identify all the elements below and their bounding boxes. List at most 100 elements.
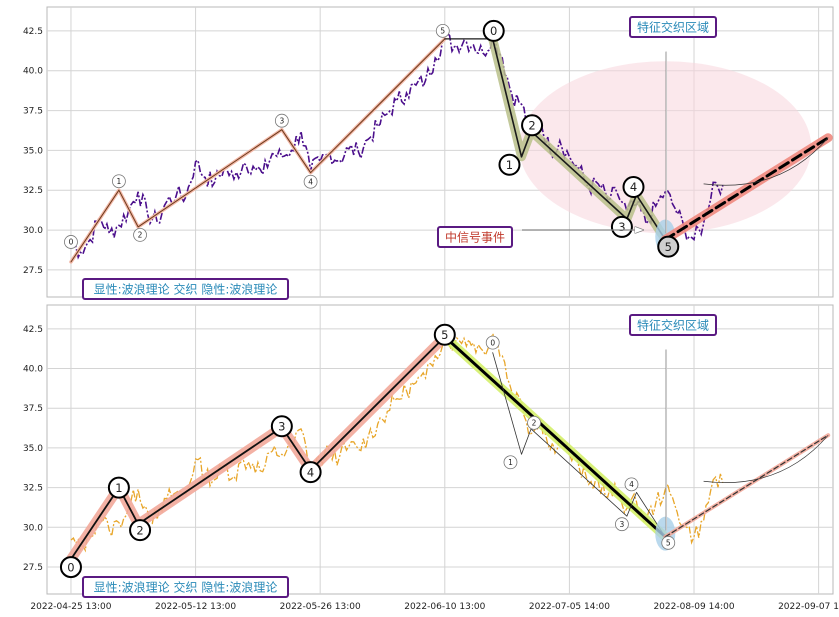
bottom-panel: 27.5 30.0 32.5 35.0 37.5 40.0 42.5 2022-04-25 1… <box>23 304 839 612</box>
wave1-point: 4 <box>303 174 318 189</box>
wave1-point: 3 <box>270 415 293 438</box>
wave-point-label: 3 <box>279 116 284 125</box>
wave-point-label: 1 <box>116 177 121 186</box>
wave-point-label: 4 <box>307 465 314 479</box>
x-tick-label: 2022-08-09 14:00 <box>653 602 734 612</box>
wave-point-circle <box>610 215 633 238</box>
y-tick-label: 42.5 <box>23 27 43 37</box>
y-tick-label: 42.5 <box>23 325 43 335</box>
wave2-point: 1 <box>503 455 518 470</box>
y-tick-label: 37.5 <box>23 107 43 117</box>
legend-label: 显性:波浪理论 交织 隐性:波浪理论 <box>82 576 289 598</box>
top-panel: 27.5 30.0 32.5 35.0 37.5 40.0 42.5 0 1 2 3 4 5 0 1 2 3 4 5… <box>23 6 834 300</box>
wave1-point: 0 <box>64 235 78 249</box>
wave1-point: 5 <box>435 23 450 38</box>
wave2-line <box>491 38 667 241</box>
wave2-point: 0 <box>485 335 500 350</box>
wave2-point: 3 <box>610 215 633 238</box>
x-tick-label: 2022-09-07 13:00 <box>778 602 839 612</box>
y-tick-label: 27.5 <box>23 266 43 276</box>
wave2-line <box>492 352 666 538</box>
wave-point-circle <box>64 235 78 249</box>
wave2-point: 0 <box>482 19 505 42</box>
y-tick-label: 37.5 <box>23 404 43 414</box>
feature-zone-label: 特征交织区域 <box>629 16 717 38</box>
x-tick-label: 2022-04-25 13:00 <box>30 602 111 612</box>
projection-line <box>664 434 829 538</box>
wave-point-circle <box>133 227 147 242</box>
plot-area <box>46 304 834 595</box>
wave-point-circle <box>521 114 544 137</box>
wave-point-circle <box>482 19 505 42</box>
wave-point-circle <box>615 517 629 532</box>
wave-point-label: 2 <box>138 231 143 240</box>
wave-point-label: 5 <box>665 240 672 254</box>
legend-box <box>82 278 289 300</box>
wave1-line <box>70 38 446 263</box>
wave-point-label: 2 <box>528 118 535 132</box>
wave-point-circle <box>129 519 152 542</box>
y-tick-label: 32.5 <box>23 484 43 494</box>
wave-point-label: 2 <box>532 419 537 428</box>
wave-point-label: 4 <box>308 177 313 186</box>
y-tick-label: 35.0 <box>23 444 43 454</box>
y-tick-label: 40.0 <box>23 67 43 77</box>
projection-curve <box>703 137 829 186</box>
wave-point-circle <box>274 113 289 128</box>
wave-point-label: 0 <box>69 238 74 247</box>
price-series-line <box>70 32 724 260</box>
wave1-point: 1 <box>107 476 130 499</box>
wave-point-circle <box>527 415 541 430</box>
wave2-point: 1 <box>498 153 521 176</box>
wave2-point: 4 <box>624 477 639 492</box>
wave1-point: 4 <box>299 461 322 484</box>
x-tick-label: 2022-06-10 13:00 <box>404 602 485 612</box>
wave-connector <box>443 335 667 539</box>
x-tick-label: 2022-05-26 13:00 <box>280 602 361 612</box>
wave-point-label: 0 <box>490 24 497 38</box>
wave1-point: 0 <box>59 556 82 579</box>
wave1-point: 3 <box>274 113 289 128</box>
y-tick-label: 30.0 <box>23 226 43 236</box>
legend-box <box>82 576 289 598</box>
feature-zone-box <box>629 16 717 38</box>
wave-point-label: 2 <box>136 523 143 537</box>
signal-event-text: 中信号事件 <box>445 230 505 245</box>
wave1-line <box>70 335 446 560</box>
wave1-point: 1 <box>111 174 126 189</box>
wave1-point: 2 <box>129 519 152 542</box>
wave-point-label: 5 <box>440 27 445 36</box>
wave-point-circle <box>107 476 130 499</box>
wave-point-label: 1 <box>506 158 513 172</box>
wave2-point: 2 <box>521 114 544 137</box>
wave-point-circle <box>270 415 293 438</box>
wave-point-circle <box>503 455 518 470</box>
wave-point-label: 1 <box>508 458 513 467</box>
wave2-point: 3 <box>615 517 629 532</box>
wave-point-label: 3 <box>620 520 625 529</box>
wave-point-circle <box>433 323 456 346</box>
wave-point-circle <box>657 235 680 258</box>
x-tick-label: 2022-07-05 14:00 <box>529 602 610 612</box>
wave-point-label: 3 <box>278 419 285 433</box>
wave-point-label: 0 <box>490 338 495 347</box>
wave-point-circle <box>299 461 322 484</box>
legend-text: 显性:波浪理论 交织 隐性:波浪理论 <box>94 580 278 595</box>
wave2-point: 5 <box>657 235 680 258</box>
wave-point-label: 5 <box>441 328 448 342</box>
wave2-point: 2 <box>527 415 541 430</box>
wave-point-label: 1 <box>115 481 122 495</box>
wave-point-circle <box>622 176 645 199</box>
y-tick-label: 40.0 <box>23 365 43 375</box>
wave-point-circle <box>485 335 500 350</box>
signal-event-box <box>437 226 513 248</box>
y-tick-label: 32.5 <box>23 186 43 196</box>
legend-label: 显性:波浪理论 交织 隐性:波浪理论 <box>82 278 289 300</box>
wave-point-label: 5 <box>666 539 671 548</box>
wave2-point: 5 <box>661 535 676 550</box>
wave-point-label: 0 <box>67 560 74 574</box>
feature-zone-box <box>629 314 717 336</box>
wave-point-label: 3 <box>618 220 625 234</box>
y-tick-label: 30.0 <box>23 523 43 533</box>
